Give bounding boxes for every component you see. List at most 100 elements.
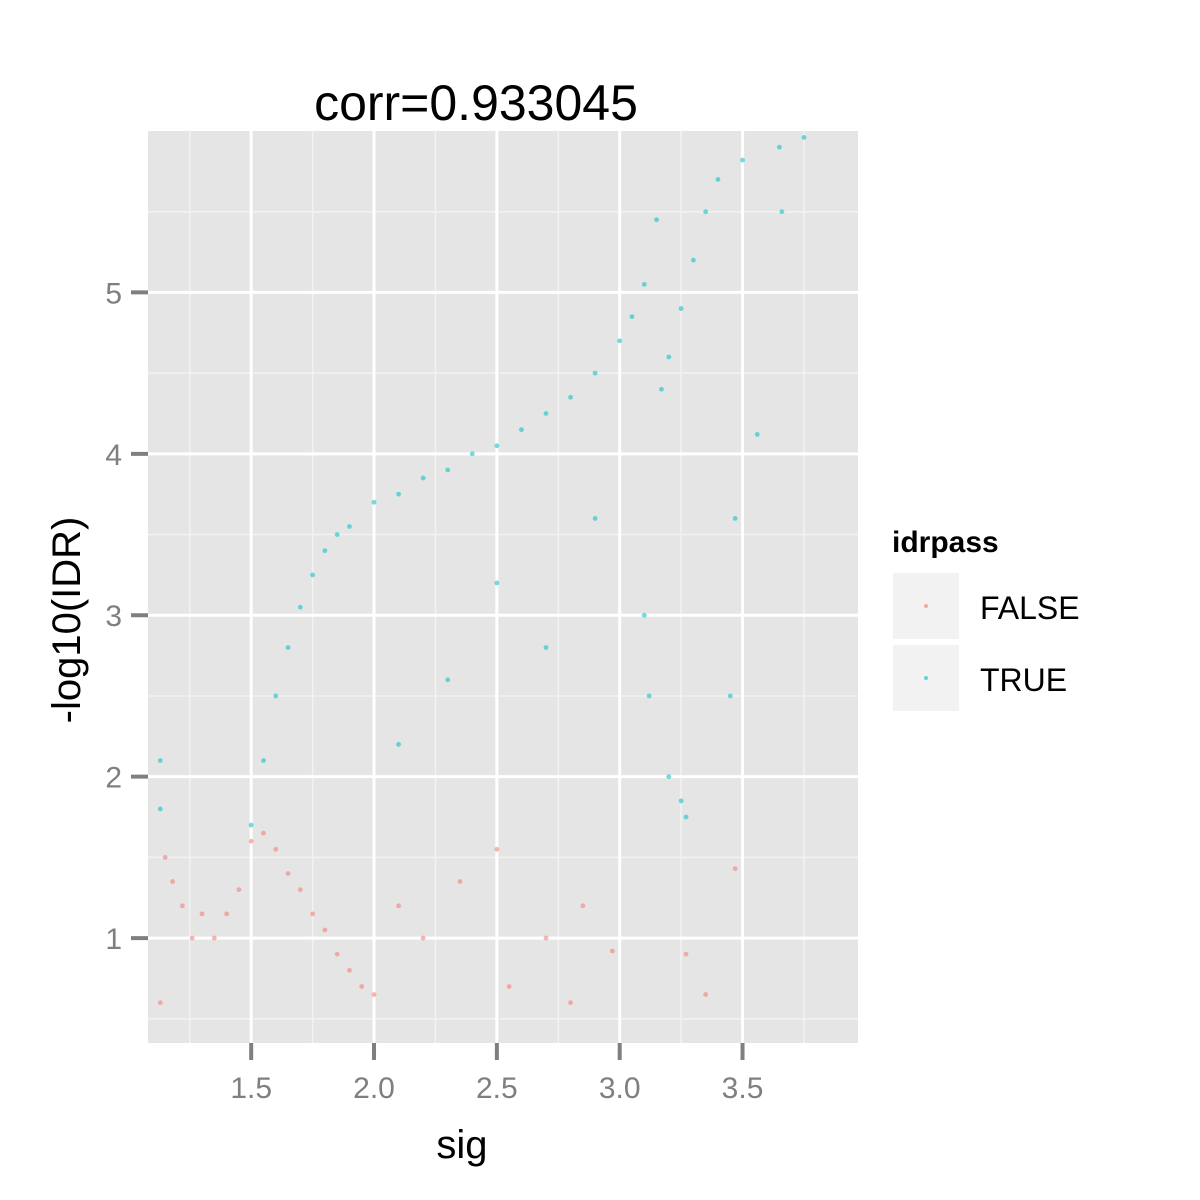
point-false <box>322 927 328 933</box>
point-true <box>285 645 291 650</box>
point-false <box>396 903 401 909</box>
point-false <box>371 992 377 997</box>
minor-gridlines <box>148 131 858 1043</box>
chart-title: corr=0.933045 <box>314 75 638 131</box>
point-false <box>359 984 365 989</box>
point-false <box>420 935 426 941</box>
point-true <box>666 774 672 780</box>
point-false <box>457 879 463 884</box>
point-true <box>654 217 659 223</box>
point-true <box>445 467 451 473</box>
y-tick-label: 2 <box>105 762 122 795</box>
point-false <box>199 911 205 917</box>
x-tick-label: 1.5 <box>230 1072 272 1105</box>
plot-panel <box>148 131 858 1043</box>
legend: idrpass FALSE TRUE <box>892 526 1080 711</box>
point-true <box>646 693 652 699</box>
point-true <box>248 822 254 828</box>
point-false <box>261 830 266 836</box>
y-axis-title: -log10(IDR) <box>45 517 89 724</box>
point-true <box>396 741 401 747</box>
point-true <box>678 306 684 311</box>
point-true <box>592 370 598 376</box>
series-false <box>157 830 738 1006</box>
point-false <box>543 935 549 941</box>
point-true <box>568 394 573 400</box>
point-false <box>157 1000 163 1006</box>
point-true <box>445 677 451 683</box>
point-true <box>494 580 500 586</box>
point-false <box>732 866 738 872</box>
axis-tick-labels: 1.5 2.0 2.5 3.0 3.5 1 2 3 4 5 <box>105 277 763 1105</box>
point-true <box>261 758 266 763</box>
legend-label-true: TRUE <box>980 662 1067 698</box>
point-true <box>297 604 303 610</box>
point-true <box>754 432 760 437</box>
y-tick-label: 5 <box>105 277 122 310</box>
point-true <box>273 693 279 699</box>
point-true <box>776 144 782 150</box>
legend-key-true-dot <box>924 676 928 680</box>
x-tick-label: 3.0 <box>599 1072 641 1105</box>
point-false <box>224 911 230 917</box>
data-points <box>157 135 807 1006</box>
point-true <box>592 515 598 521</box>
point-false <box>170 879 175 884</box>
point-true <box>659 386 664 392</box>
point-false <box>297 887 303 893</box>
point-true <box>334 532 340 537</box>
point-true <box>740 157 745 163</box>
point-false <box>580 903 586 909</box>
point-true <box>157 806 163 812</box>
x-axis-title: sig <box>436 1123 487 1167</box>
point-true <box>678 798 684 804</box>
point-false <box>248 838 254 844</box>
y-tick-label: 4 <box>105 439 122 472</box>
point-false <box>347 967 352 973</box>
point-true <box>801 135 807 140</box>
point-true <box>641 612 647 618</box>
point-false <box>285 871 291 876</box>
point-true <box>494 443 500 449</box>
point-false <box>683 951 689 957</box>
legend-title: idrpass <box>892 526 999 559</box>
point-false <box>506 984 512 989</box>
point-true <box>715 177 721 182</box>
series-true <box>157 135 807 828</box>
point-false <box>273 846 279 852</box>
point-true <box>396 491 401 497</box>
point-true <box>469 451 475 457</box>
point-true <box>347 524 352 529</box>
point-false <box>236 887 242 893</box>
point-true <box>157 758 163 763</box>
x-tick-label: 2.5 <box>476 1072 518 1105</box>
point-false <box>494 846 500 852</box>
point-true <box>666 354 672 360</box>
point-true <box>310 572 316 578</box>
y-tick-label: 1 <box>105 923 122 956</box>
x-tick-label: 3.5 <box>722 1072 764 1105</box>
point-true <box>727 693 733 699</box>
point-true <box>629 314 635 320</box>
major-gridlines <box>148 131 858 1043</box>
point-true <box>371 499 377 505</box>
point-false <box>211 935 217 941</box>
point-true <box>732 515 738 521</box>
point-true <box>690 257 696 263</box>
point-true <box>641 281 647 287</box>
point-true <box>543 645 549 650</box>
y-tick-label: 3 <box>105 600 122 633</box>
point-true <box>779 209 785 215</box>
axis-ticks <box>131 290 745 1060</box>
point-true <box>519 427 524 433</box>
point-true <box>543 411 549 416</box>
point-false <box>334 951 340 957</box>
point-true <box>617 338 623 344</box>
point-true <box>322 548 328 554</box>
point-false <box>310 911 316 917</box>
legend-key-false-dot <box>924 604 928 608</box>
legend-label-false: FALSE <box>980 590 1080 626</box>
point-true <box>683 814 689 820</box>
point-false <box>162 854 168 860</box>
